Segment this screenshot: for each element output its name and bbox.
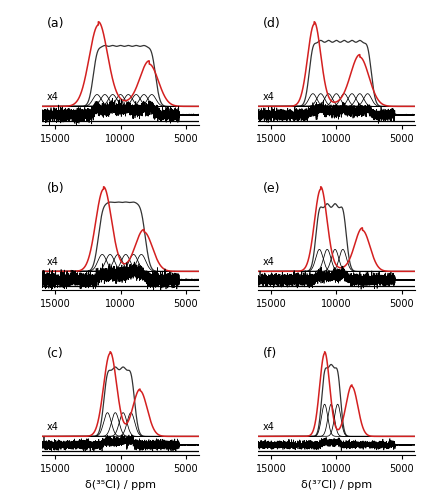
Text: x4: x4 <box>263 92 275 102</box>
X-axis label: δ(³⁷Cl) / ppm: δ(³⁷Cl) / ppm <box>301 480 372 490</box>
Text: x4: x4 <box>47 257 59 267</box>
X-axis label: δ(³⁵Cl) / ppm: δ(³⁵Cl) / ppm <box>85 480 156 490</box>
Text: (d): (d) <box>263 17 280 30</box>
Text: x4: x4 <box>263 422 275 432</box>
Text: x4: x4 <box>47 422 59 432</box>
Text: x4: x4 <box>47 92 59 102</box>
Text: (c): (c) <box>47 347 64 360</box>
Text: x4: x4 <box>263 257 275 267</box>
Text: (e): (e) <box>263 182 280 195</box>
Text: (f): (f) <box>263 347 277 360</box>
Text: (b): (b) <box>47 182 65 195</box>
Text: (a): (a) <box>47 17 64 30</box>
